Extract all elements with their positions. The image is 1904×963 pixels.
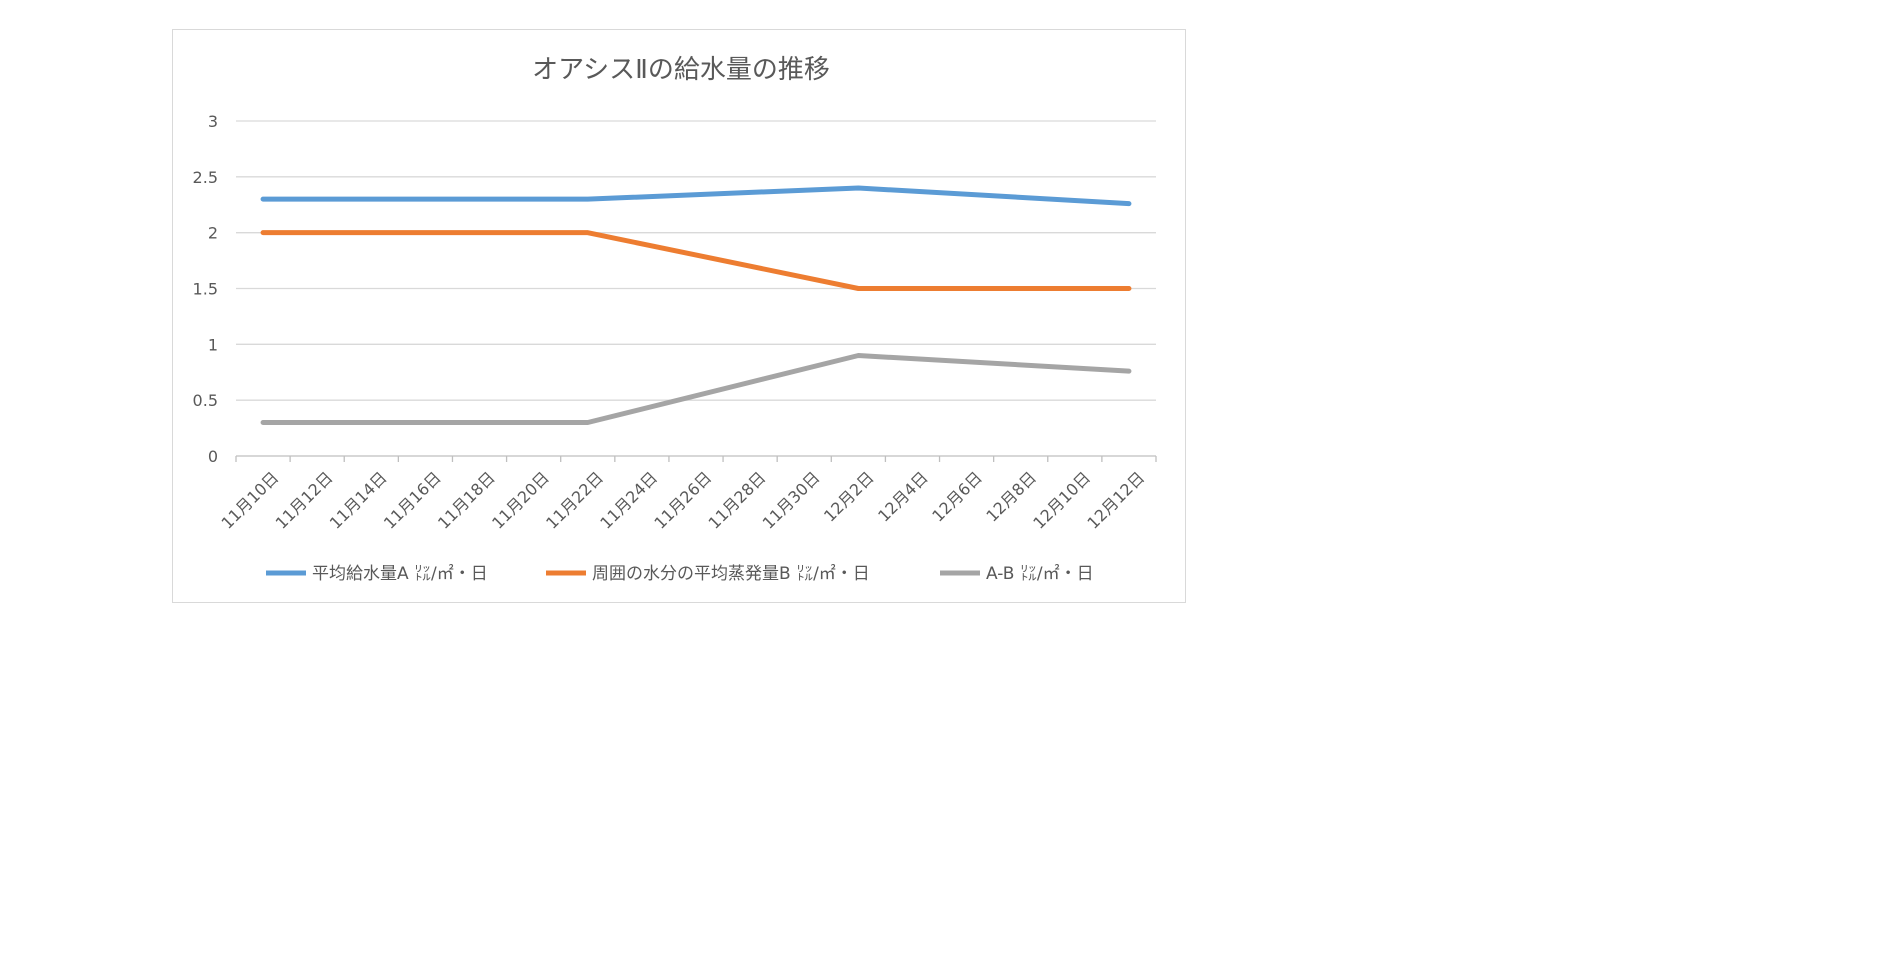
gridlines [236, 120, 1156, 401]
x-tick-label: 11月30日 [759, 468, 824, 533]
x-tick-label: 11月22日 [542, 468, 607, 533]
y-tick-label: 2.5 [193, 168, 218, 187]
x-tick-label: 12月4日 [874, 468, 932, 526]
legend: 平均給水量A ㍑/㎡・日 周囲の水分の平均蒸発量B ㍑/㎡・日 A-B ㍑/㎡・日 [266, 564, 1094, 584]
legend-label: 平均給水量A ㍑/㎡・日 [312, 564, 488, 584]
x-tick-label: 12月2日 [820, 468, 878, 526]
x-tick-label: 11月24日 [596, 468, 661, 533]
y-tick-label: 3 [208, 112, 218, 131]
y-tick-label: 0 [208, 447, 218, 466]
chart-title: オアシスⅡの給水量の推移 [532, 55, 830, 85]
x-tick-label: 11月16日 [380, 468, 445, 533]
x-tick-label: 12月12日 [1083, 468, 1148, 533]
chart-svg: オアシスⅡの給水量の推移 00.511.522.5311月10日11月12日11… [193, 55, 1157, 584]
legend-label: A-B ㍑/㎡・日 [986, 564, 1094, 584]
x-tick-label: 11月26日 [650, 468, 715, 533]
x-tick-label: 11月20日 [488, 468, 553, 533]
x-tick-label: 12月10日 [1029, 468, 1094, 533]
y-tick-label: 1.5 [193, 280, 218, 299]
series-line-2 [260, 230, 1132, 291]
x-tick-label: 11月28日 [705, 468, 770, 533]
series-lines [260, 185, 1132, 425]
chart-container: オアシスⅡの給水量の推移 0 0.5 1 1.5 2 2.5 3 11月10日 11月12日 11… [172, 29, 1186, 603]
series-line-1 [260, 185, 1132, 207]
x-tick-label: 11月14日 [326, 468, 391, 533]
axes: 00.511.522.5311月10日11月12日11月14日11月16日11月… [193, 112, 1157, 533]
series-line-3 [260, 353, 1132, 425]
legend-label: 周囲の水分の平均蒸発量B ㍑/㎡・日 [592, 564, 870, 584]
x-tick-label: 11月12日 [272, 468, 337, 533]
y-tick-label: 1 [208, 335, 218, 354]
x-tick-label: 12月6日 [928, 468, 986, 526]
x-tick-label: 11月18日 [434, 468, 499, 533]
y-tick-label: 0.5 [193, 391, 218, 410]
x-tick-label: 11月10日 [218, 468, 283, 533]
y-tick-label: 2 [208, 224, 218, 243]
